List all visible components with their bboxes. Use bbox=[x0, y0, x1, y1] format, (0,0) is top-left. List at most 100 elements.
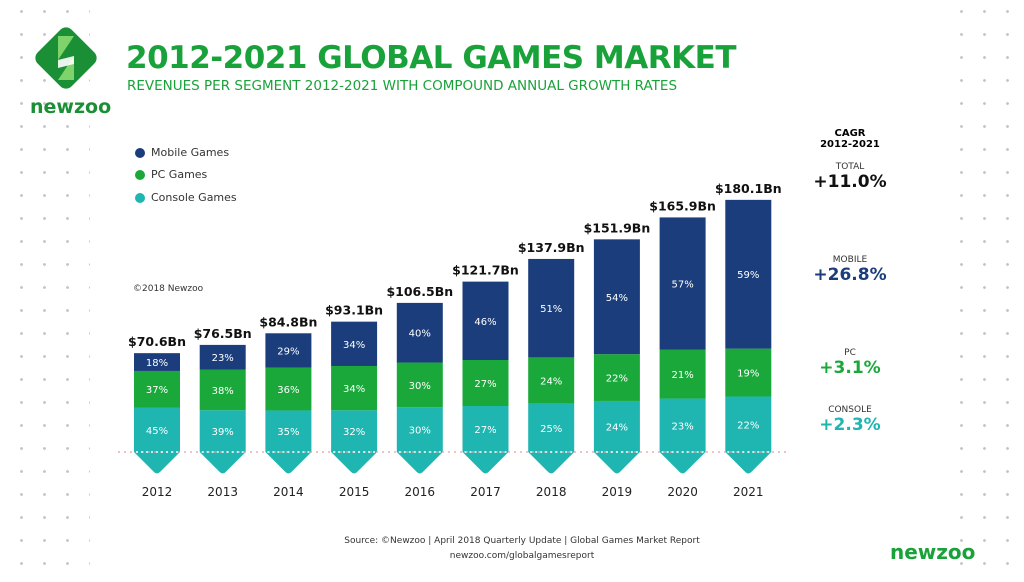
total-label: $93.1Bn bbox=[325, 303, 383, 318]
dot-pattern-left bbox=[10, 0, 90, 582]
bar-segment-pc-games bbox=[659, 349, 706, 399]
bar-segment-pc-games bbox=[265, 367, 312, 411]
bar-segment-console-games bbox=[331, 410, 378, 452]
total-label: $70.6Bn bbox=[128, 334, 186, 349]
bar-arrow-tip bbox=[134, 452, 180, 474]
segment-label: 24% bbox=[540, 377, 562, 388]
bar-segment-pc-games bbox=[331, 365, 378, 411]
legend-label: Mobile Games bbox=[151, 146, 230, 159]
bar-segment-mobile-games bbox=[725, 199, 772, 349]
bar-segment-mobile-games bbox=[134, 353, 180, 371]
bar-segment-mobile-games bbox=[462, 281, 509, 360]
cagr-heading: CAGR 2012-2021 bbox=[800, 128, 900, 150]
segment-label: 24% bbox=[606, 422, 628, 433]
bar-segment-console-games bbox=[265, 410, 312, 452]
legend-swatch bbox=[135, 147, 145, 158]
segment-label: 59% bbox=[737, 270, 759, 281]
dot-pattern-right bbox=[950, 0, 1024, 582]
bar-segment-mobile-games bbox=[265, 333, 312, 368]
segment-label: 18% bbox=[146, 358, 168, 369]
segment-label: 34% bbox=[343, 384, 365, 395]
segment-label: 22% bbox=[606, 374, 628, 385]
cagr-period: 2012-2021 bbox=[820, 139, 880, 150]
bar-segment-mobile-games bbox=[659, 217, 706, 350]
segment-label: 34% bbox=[343, 340, 365, 351]
total-label: $76.5Bn bbox=[194, 326, 252, 341]
segment-label: 25% bbox=[540, 424, 562, 435]
segment-label: 39% bbox=[212, 427, 234, 438]
bar-segment-pc-games bbox=[134, 370, 180, 408]
bar-segment-pc-games bbox=[528, 357, 575, 404]
cagr-value: +3.1% bbox=[819, 358, 881, 378]
cagr-pc: PC +3.1% bbox=[800, 348, 900, 378]
segment-label: 46% bbox=[474, 317, 496, 328]
bar-arrow-tip bbox=[593, 452, 640, 474]
legend-label: Console Games bbox=[151, 191, 237, 204]
bar-segment-console-games bbox=[462, 405, 509, 452]
bar-segment-console-games bbox=[725, 396, 772, 452]
legend-swatch bbox=[135, 192, 145, 203]
segment-label: 22% bbox=[737, 420, 759, 431]
bar-arrow-tip bbox=[331, 452, 378, 474]
brand-name: newzoo bbox=[30, 96, 112, 118]
bar-segment-mobile-games bbox=[331, 321, 378, 366]
bar-arrow-tip bbox=[659, 452, 706, 474]
segment-label: 45% bbox=[146, 426, 168, 437]
bar-segment-console-games bbox=[134, 407, 180, 452]
legend-swatch bbox=[135, 169, 145, 180]
segment-label: 32% bbox=[343, 427, 365, 438]
bar-arrow-tip bbox=[265, 452, 312, 474]
bar-segment-console-games bbox=[396, 407, 443, 452]
page-subtitle: REVENUES PER SEGMENT 2012-2021 WITH COMP… bbox=[127, 78, 678, 94]
x-tick-label: 2014 bbox=[273, 485, 304, 499]
brand-footer: newzoo bbox=[890, 540, 976, 564]
segment-label: 30% bbox=[409, 381, 431, 392]
segment-label: 23% bbox=[671, 421, 693, 432]
x-tick-label: 2016 bbox=[405, 485, 436, 499]
bar-segment-console-games bbox=[528, 403, 575, 452]
total-label: $137.9Bn bbox=[518, 240, 585, 255]
segment-label: 19% bbox=[737, 369, 759, 380]
legend-mobile: Mobile Games bbox=[135, 146, 229, 159]
newzoo-logo-icon bbox=[35, 27, 97, 89]
total-label: $151.9Bn bbox=[584, 220, 651, 235]
page-title: 2012-2021 GLOBAL GAMES MARKET bbox=[126, 40, 736, 76]
bar-segment-mobile-games bbox=[528, 258, 575, 358]
cagr-console: CONSOLE +2.3% bbox=[800, 405, 900, 435]
total-label: $84.8Bn bbox=[259, 314, 317, 329]
x-tick-label: 2017 bbox=[470, 485, 501, 499]
bar-segment-pc-games bbox=[396, 362, 443, 408]
x-tick-label: 2019 bbox=[602, 485, 633, 499]
legend-console: Console Games bbox=[135, 191, 237, 204]
total-label: $106.5Bn bbox=[386, 284, 453, 299]
bar-arrow-tip bbox=[462, 452, 509, 474]
segment-label: 27% bbox=[474, 425, 496, 436]
segment-label: 27% bbox=[474, 379, 496, 390]
bar-segment-pc-games bbox=[462, 359, 509, 406]
segment-label: 35% bbox=[277, 427, 299, 438]
bar-arrow-tip bbox=[199, 452, 246, 474]
bar-arrow-tip bbox=[396, 452, 443, 474]
segment-label: 23% bbox=[212, 353, 234, 364]
segment-label: 40% bbox=[409, 329, 431, 340]
cagr-label: TOTAL bbox=[835, 162, 865, 172]
segment-label: 21% bbox=[671, 370, 693, 381]
cagr-title: CAGR bbox=[834, 128, 866, 139]
bar-segment-console-games bbox=[659, 398, 706, 452]
segment-label: 57% bbox=[671, 280, 693, 291]
segment-label: 30% bbox=[409, 426, 431, 437]
cagr-value: +11.0% bbox=[813, 172, 887, 192]
bar-arrow-tip bbox=[528, 452, 575, 474]
cagr-value: +2.3% bbox=[819, 415, 881, 435]
x-tick-label: 2015 bbox=[339, 485, 370, 499]
segment-label: 29% bbox=[277, 346, 299, 357]
cagr-label: PC bbox=[844, 348, 856, 358]
total-label: $121.7Bn bbox=[452, 263, 519, 278]
segment-label: 38% bbox=[212, 386, 234, 397]
bar-segment-mobile-games bbox=[396, 302, 443, 363]
cagr-value: +26.8% bbox=[813, 265, 887, 285]
bar-segment-pc-games bbox=[725, 348, 772, 397]
segment-label: 36% bbox=[277, 385, 299, 396]
